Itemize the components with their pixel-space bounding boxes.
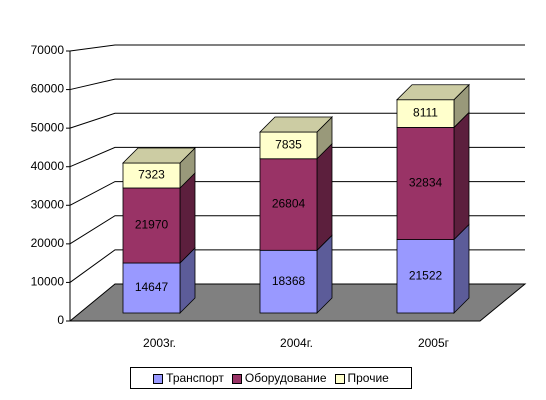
value-label: 21522 [409, 268, 443, 282]
y-tick-label: 10000 [31, 275, 65, 289]
grid-line [69, 249, 525, 283]
y-tick-label: 50000 [31, 120, 65, 134]
legend-swatch [231, 373, 242, 384]
legend-item: Прочие [334, 371, 389, 385]
y-tick-label: 70000 [31, 43, 65, 57]
bar-side [316, 142, 333, 252]
bar [259, 249, 318, 314]
value-label: 7323 [138, 168, 165, 182]
bar [259, 131, 318, 160]
legend-swatch [334, 373, 345, 384]
x-tick-label: 2003г. [143, 336, 176, 350]
y-tick-label: 60000 [31, 82, 65, 96]
grid-line [69, 146, 525, 168]
grid-line [69, 44, 525, 52]
value-label: 18368 [272, 274, 306, 288]
bar [396, 239, 455, 314]
bar [259, 158, 318, 251]
bar-side [179, 172, 196, 264]
legend-label: Транспорт [166, 371, 224, 385]
bar-top [122, 147, 196, 164]
legend-label: Прочие [347, 371, 389, 385]
bar [122, 262, 181, 314]
grid-line [69, 112, 525, 129]
value-label: 32834 [409, 176, 443, 190]
value-label: 26804 [272, 197, 306, 211]
x-tick-label: 2005г [418, 336, 450, 350]
y-tick-label: 30000 [31, 197, 65, 211]
value-label: 14647 [135, 280, 169, 294]
bar [396, 99, 455, 128]
bar [396, 127, 455, 240]
legend-swatch [153, 373, 164, 384]
bar-top [396, 84, 470, 101]
value-label: 8111 [413, 106, 438, 120]
grid-line [69, 215, 525, 245]
grid-line [69, 78, 525, 91]
value-label: 21970 [135, 218, 169, 232]
bar-top [259, 116, 333, 133]
legend-item: Транспорт [153, 371, 224, 385]
y-tick-label: 20000 [31, 236, 65, 250]
y-tick-label: 40000 [31, 159, 65, 173]
bar [122, 187, 181, 264]
bar-side [453, 111, 470, 241]
legend-label: Оборудование [244, 371, 327, 385]
grid-line [69, 181, 525, 206]
bar [122, 162, 181, 189]
y-tick-label: 0 [57, 313, 64, 327]
legend: Транспорт Оборудование Прочие [130, 367, 412, 389]
x-tick-label: 2004г. [280, 336, 313, 350]
legend-item: Оборудование [231, 371, 327, 385]
value-label: 7835 [275, 138, 302, 152]
